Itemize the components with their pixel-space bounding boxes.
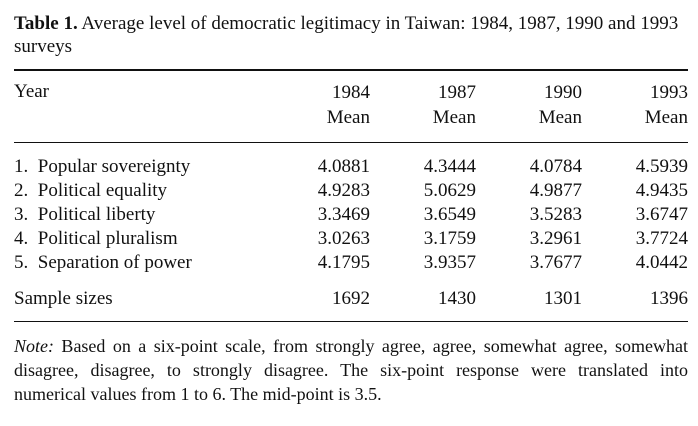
row-label: Sample sizes (14, 288, 113, 309)
cell-value: 4.1795 (317, 252, 370, 273)
cell-value: 3.2961 (529, 228, 582, 249)
table-figure: Table 1. Average level of democratic leg… (14, 12, 688, 406)
cell-value: 4.5939 (635, 156, 688, 177)
table-caption: Table 1. Average level of democratic leg… (14, 12, 688, 58)
cell-value: 4.0881 (317, 156, 370, 177)
column-stat: Mean (538, 107, 582, 128)
row-label: 3. Political liberty (14, 204, 156, 225)
cell-value: 3.0263 (317, 228, 370, 249)
row-label: 2. Political equality (14, 180, 168, 201)
column-stat: Mean (644, 107, 688, 128)
table-row: 2. Political equality 4.9283 5.0629 4.98… (14, 179, 688, 203)
cell-value: 3.6747 (635, 204, 688, 225)
note-text: Based on a six-point scale, from strongl… (14, 336, 688, 404)
table-row: 5. Separation of power 4.1795 3.9357 3.7… (14, 251, 688, 284)
column-stat: Mean (432, 107, 476, 128)
cell-value: 3.9357 (423, 252, 476, 273)
top-rule (14, 69, 688, 71)
cell-value: 5.0629 (423, 180, 476, 201)
cell-value: 4.9435 (635, 180, 688, 201)
cell-value: 3.7677 (529, 252, 582, 273)
column-header-1993: 1993 Mean (582, 71, 688, 142)
bottom-rule (14, 321, 688, 322)
column-header-1987: 1987 Mean (370, 71, 476, 142)
row-label: 1. Popular sovereignty (14, 156, 191, 177)
cell-value: 3.6549 (423, 204, 476, 225)
cell-value: 4.0784 (529, 156, 582, 177)
table-row: 4. Political pluralism 3.0263 3.1759 3.2… (14, 227, 688, 251)
cell-value: 3.5283 (529, 204, 582, 225)
cell-value: 4.0442 (635, 252, 688, 273)
data-table: Year 1984 Mean 1987 Mean 1990 Mean 1993 … (14, 71, 688, 321)
table-row: 3. Political liberty 3.3469 3.6549 3.528… (14, 203, 688, 227)
cell-value: 3.1759 (423, 228, 476, 249)
cell-value: 4.9877 (529, 180, 582, 201)
caption-text: Average level of democratic legitimacy i… (14, 13, 679, 57)
row-label: 4. Political pluralism (14, 228, 178, 249)
column-year: 1990 (544, 82, 582, 103)
sample-size-row: Sample sizes 1692 1430 1301 1396 (14, 284, 688, 321)
cell-value: 1396 (650, 288, 688, 309)
row-label: 5. Separation of power (14, 252, 192, 273)
column-header-1990: 1990 Mean (476, 71, 582, 142)
cell-value: 1301 (544, 288, 582, 309)
cell-value: 3.7724 (635, 228, 688, 249)
column-year: 1987 (438, 82, 476, 103)
column-header-1984: 1984 Mean (264, 71, 370, 142)
year-header: Year (14, 81, 50, 102)
header-row: Year 1984 Mean 1987 Mean 1990 Mean 1993 … (14, 71, 688, 142)
caption-label: Table 1. (14, 13, 78, 34)
column-stat: Mean (326, 107, 370, 128)
cell-value: 4.9283 (317, 180, 370, 201)
table-row: 1. Popular sovereignty 4.0881 4.3444 4.0… (14, 143, 688, 179)
cell-value: 4.3444 (423, 156, 476, 177)
cell-value: 1692 (332, 288, 370, 309)
header-rule (14, 142, 688, 143)
table-note: Note: Based on a six-point scale, from s… (14, 334, 688, 406)
cell-value: 1430 (438, 288, 476, 309)
note-label: Note: (14, 336, 54, 356)
column-year: 1993 (650, 82, 688, 103)
cell-value: 3.3469 (317, 204, 370, 225)
column-year: 1984 (332, 82, 370, 103)
